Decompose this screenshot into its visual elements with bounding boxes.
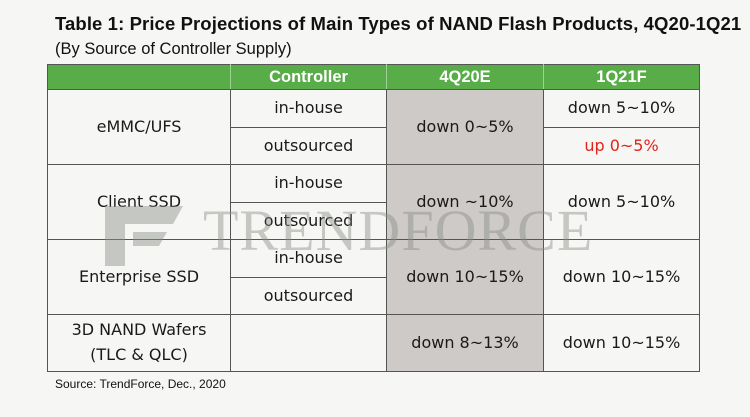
table-title: Table 1: Price Projections of Main Types… [55,13,742,34]
header-corner [47,64,231,90]
q4-20-cell: down 8~13% [386,314,544,372]
controller-cell: outsourced [230,201,387,240]
controller-cell: in-house [230,89,387,128]
table-row: Enterprise SSD in-house down 10~15% down… [47,239,700,315]
controller-cell: outsourced [230,126,387,165]
table-row: 3D NAND Wafers (TLC & QLC) down 8~13% do… [47,314,700,372]
source-note: Source: TrendForce, Dec., 2020 [55,377,226,391]
product-client-ssd: Client SSD [47,164,231,240]
controller-cell: outsourced [230,276,387,315]
q4-20-cell: down 0~5% [386,89,544,165]
product-emmc-ufs: eMMC/UFS [47,89,231,165]
controller-cell [230,314,387,372]
product-line-1: 3D NAND Wafers [71,320,207,340]
product-enterprise-ssd: Enterprise SSD [47,239,231,315]
header-1q21f: 1Q21F [543,64,700,90]
q1-21-cell: down 5~10% [543,89,700,128]
q4-20-cell: down ~10% [386,164,544,240]
q1-21-cell: down 10~15% [543,239,700,315]
q4-20-cell: down 10~15% [386,239,544,315]
header-4q20e: 4Q20E [386,64,544,90]
header-row: Controller 4Q20E 1Q21F [47,64,700,90]
q1-21-cell: down 5~10% [543,164,700,240]
table-row: eMMC/UFS in-house down 0~5% down 5~10% [47,89,700,165]
controller-cell: in-house [230,164,387,203]
header-controller: Controller [230,64,387,90]
price-projection-table: Controller 4Q20E 1Q21F eMMC/UFS in-house… [47,64,700,372]
table-subtitle: (By Source of Controller Supply) [55,40,292,58]
controller-cell: in-house [230,239,387,278]
product-3d-nand-wafers: 3D NAND Wafers (TLC & QLC) [47,314,231,372]
q1-21-cell: down 10~15% [543,314,700,372]
table-row: outsourced up 0~5% [48,126,700,165]
q1-21-cell-highlight: up 0~5% [543,126,700,165]
table-row: Client SSD in-house down ~10% down 5~10% [47,164,700,240]
product-line-2: (TLC & QLC) [90,345,188,364]
table-row: outsourced [48,276,700,315]
